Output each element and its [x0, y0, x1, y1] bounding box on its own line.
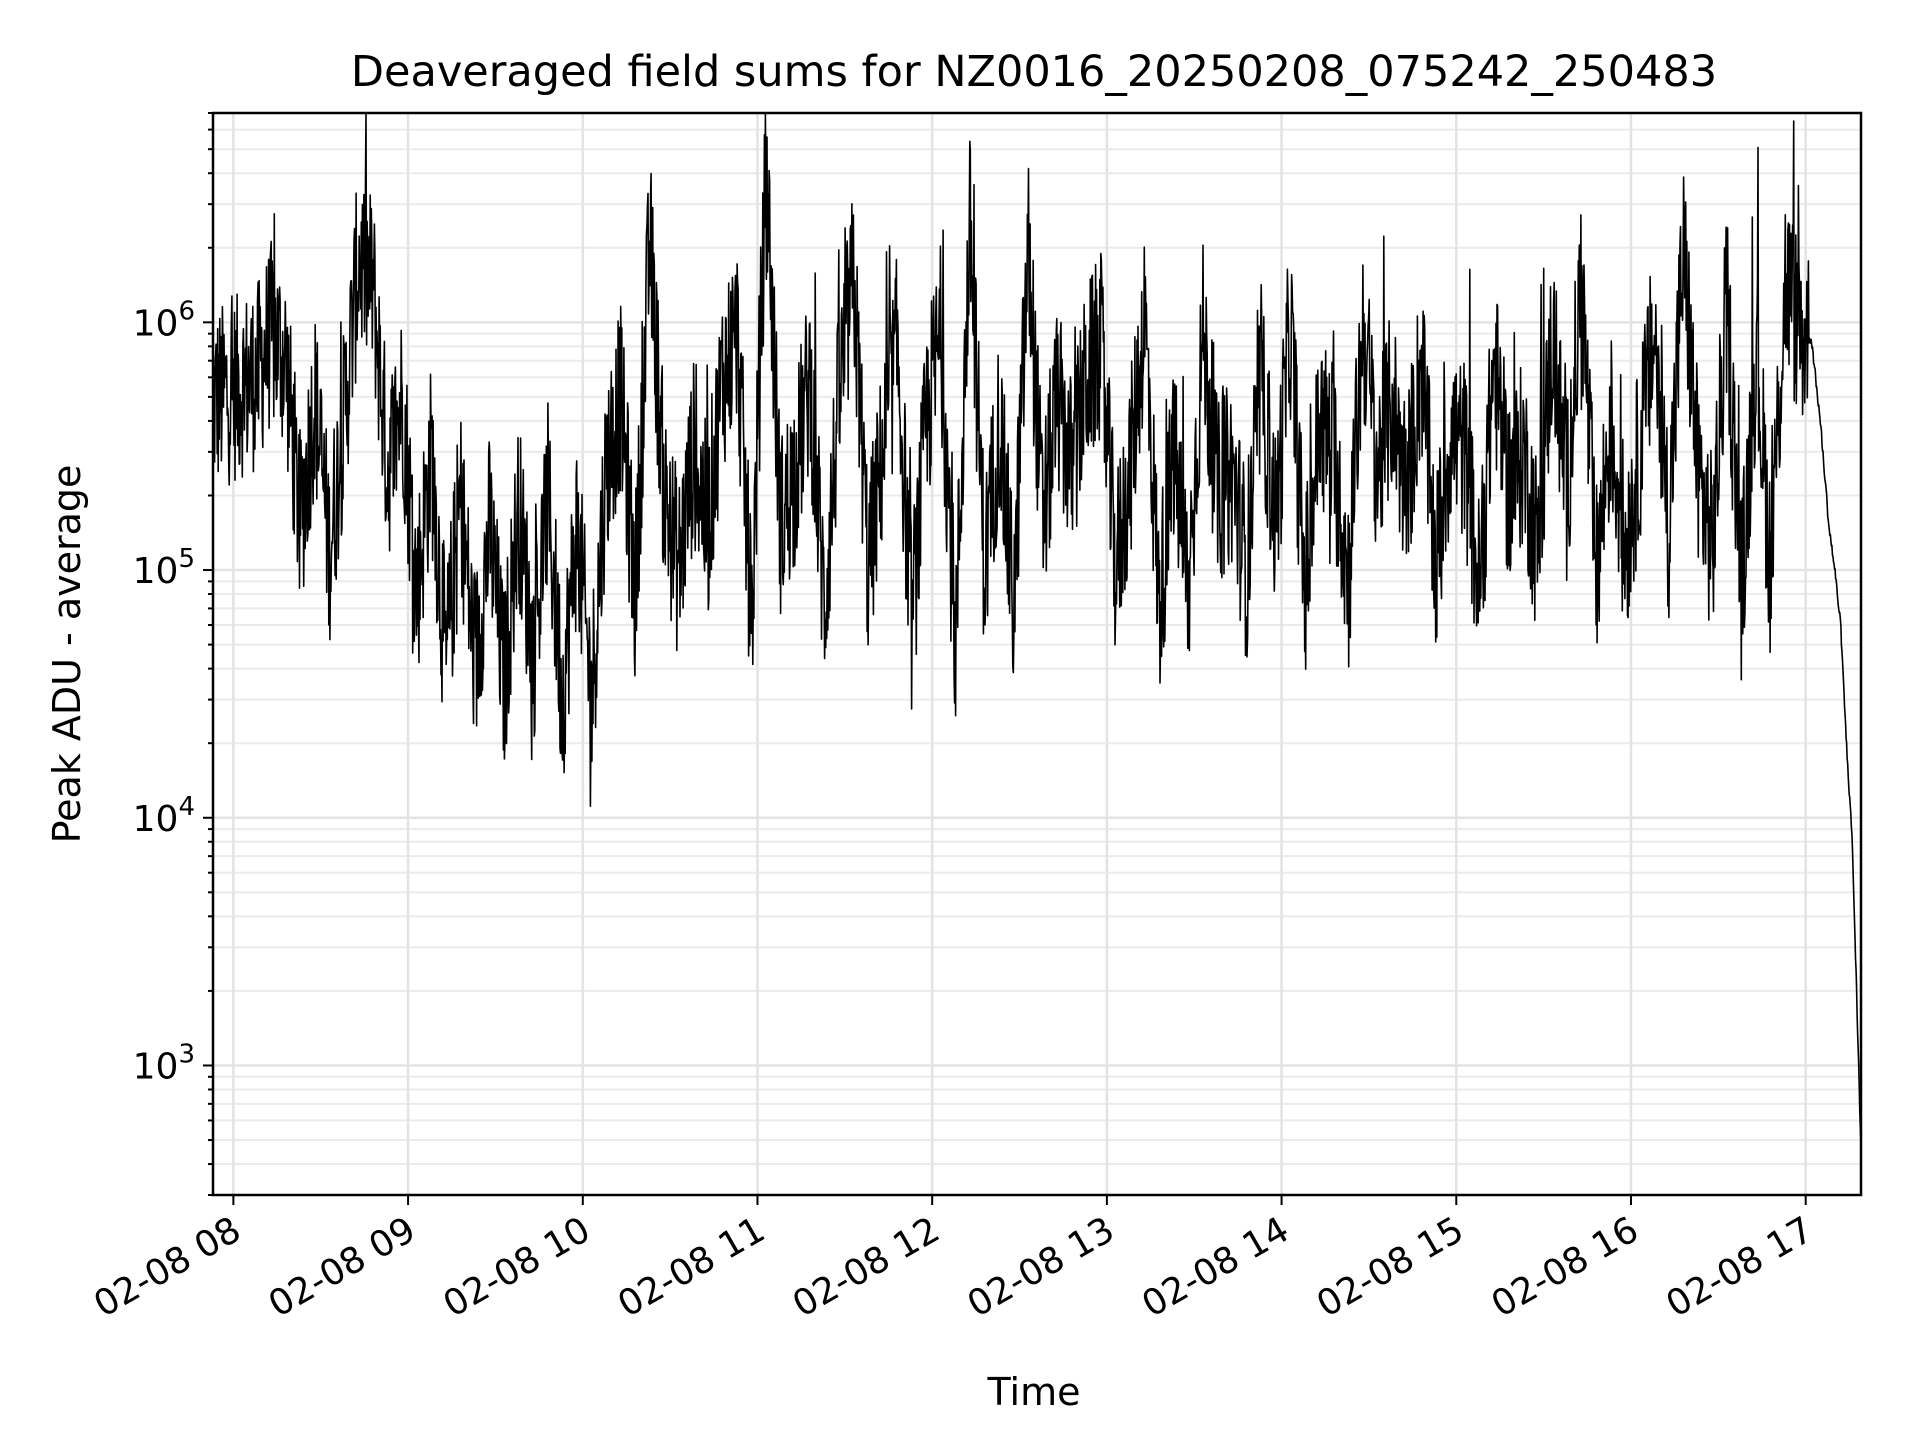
x-tick-label: 02-08 09: [262, 1209, 423, 1325]
series-group: [212, 112, 1862, 1141]
y-tick-label: 106: [133, 296, 195, 344]
y-tick-label: 104: [133, 792, 195, 840]
x-tick-label: 02-08 10: [437, 1209, 598, 1325]
x-tick-label: 02-08 11: [611, 1209, 772, 1325]
x-tick-label: 02-08 15: [1310, 1209, 1471, 1325]
grid: [213, 112, 1861, 1196]
x-tick-label: 02-08 08: [87, 1209, 248, 1325]
x-axis: 02-08 08 02-08 09 02-08 10 02-08 11 02-08 12…: [87, 1195, 1820, 1326]
x-tick-label: 02-08 12: [786, 1209, 947, 1325]
plot-frame: [211, 111, 1863, 1197]
x-axis-label: Time: [987, 1370, 1081, 1414]
y-axis-label: Peak ADU - average: [45, 465, 89, 844]
y-axis: 103 104 105 106: [133, 112, 213, 1196]
x-tick-label: 02-08 16: [1485, 1209, 1646, 1325]
chart-title: Deaveraged field sums for NZ0016_2025020…: [351, 47, 1717, 97]
y-tick-label: 103: [133, 1039, 195, 1087]
y-tick-label: 105: [133, 544, 195, 592]
x-tick-label: 02-08 17: [1660, 1209, 1821, 1325]
x-tick-label: 02-08 14: [1135, 1209, 1296, 1325]
x-tick-label: 02-08 13: [961, 1209, 1122, 1325]
series-line: [212, 112, 1862, 1141]
